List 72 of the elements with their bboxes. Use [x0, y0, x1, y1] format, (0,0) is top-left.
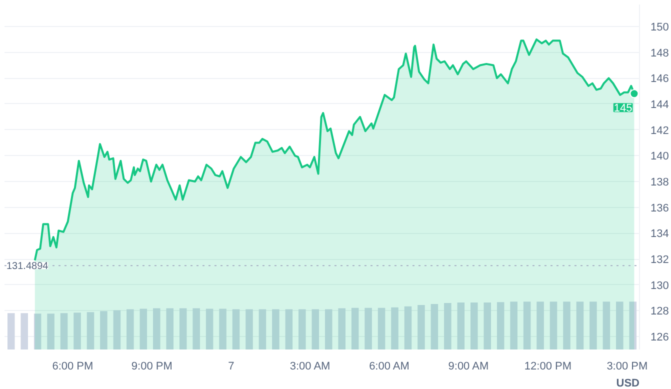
bar [457, 302, 465, 350]
bar [404, 306, 412, 350]
bar [484, 302, 492, 350]
bar [272, 309, 280, 350]
bar [576, 302, 584, 350]
bar [324, 309, 332, 350]
bar [338, 308, 346, 350]
bar [126, 309, 134, 350]
bar [523, 302, 531, 350]
bar [298, 309, 306, 350]
y-tick-label: 144 [650, 98, 669, 111]
y-tick-label: 130 [650, 280, 669, 292]
bar [444, 303, 452, 350]
bar [152, 308, 160, 350]
x-tick-label: 9:00 PM [131, 360, 172, 372]
bar [47, 314, 54, 350]
x-tick-label: 7 [228, 360, 234, 372]
y-tick-label: 150 [650, 21, 669, 34]
bar [206, 308, 214, 350]
bar [496, 302, 504, 350]
bar [34, 314, 42, 350]
y-tick-label: 148 [650, 47, 669, 60]
bar [364, 308, 372, 350]
bar [563, 302, 570, 350]
bar [430, 304, 438, 350]
bar [258, 309, 266, 350]
bar [510, 302, 518, 350]
bar [312, 309, 320, 350]
bar [20, 313, 28, 350]
bar [100, 311, 108, 350]
x-tick-label: 3:00 PM [606, 360, 648, 372]
x-tick-label: 6:00 PM [52, 360, 94, 372]
y-tick-label: 128 [650, 306, 669, 318]
bar [470, 302, 478, 350]
y-tick-label: 138 [650, 176, 669, 189]
bar [629, 302, 637, 350]
bar [602, 302, 610, 350]
y-tick-label: 140 [650, 150, 669, 163]
y-tick-label: 146 [650, 73, 669, 86]
bar [536, 302, 544, 350]
y-tick-label: 132 [650, 254, 669, 266]
y-tick-label: 126 [650, 332, 669, 344]
bar [550, 302, 558, 350]
bar [192, 308, 200, 350]
bar [418, 304, 425, 350]
bar [232, 309, 240, 350]
annotation: 145 [614, 102, 632, 115]
bar [166, 308, 174, 350]
x-tick-label: 9:00 AM [448, 360, 489, 372]
bar [351, 308, 359, 350]
bar [74, 312, 81, 350]
bar [140, 308, 148, 350]
y-tick-label: 134 [650, 228, 669, 240]
bar [246, 309, 253, 350]
y-tick-label: 136 [650, 202, 669, 214]
bar [86, 312, 94, 350]
bar [7, 313, 15, 350]
ref-line-label: 131.4894 [6, 261, 49, 272]
bar [590, 302, 597, 350]
x-tick-label: 6:00 AM [369, 360, 410, 372]
x-tick-label: 12:00 PM [524, 360, 572, 372]
bar [60, 313, 68, 350]
bar [285, 309, 293, 350]
x-tick-label: 3:00 AM [290, 360, 330, 372]
bar [616, 302, 624, 350]
bar [113, 310, 121, 350]
bar [179, 308, 187, 350]
bar [378, 308, 386, 350]
bar [391, 307, 398, 350]
bar [219, 308, 226, 350]
text: USD [616, 378, 640, 389]
y-tick-label: 142 [650, 124, 669, 137]
